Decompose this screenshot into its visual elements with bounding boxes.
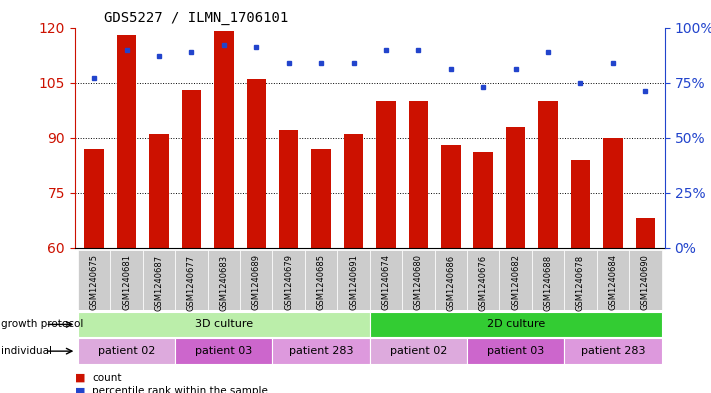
Text: GSM1240684: GSM1240684 (609, 254, 617, 310)
Text: patient 03: patient 03 (196, 346, 252, 356)
Text: GSM1240675: GSM1240675 (90, 254, 99, 310)
Text: GSM1240685: GSM1240685 (316, 254, 326, 310)
Text: GSM1240676: GSM1240676 (479, 254, 488, 310)
Bar (376, 101, 395, 248)
Bar (149, 134, 169, 248)
Bar (409, 101, 428, 248)
Text: GDS5227 / ILMN_1706101: GDS5227 / ILMN_1706101 (105, 11, 289, 25)
Bar (279, 130, 299, 248)
Bar (597, 250, 629, 310)
Bar (272, 250, 305, 310)
Bar (143, 250, 175, 310)
Text: GSM1240691: GSM1240691 (349, 254, 358, 310)
Bar (506, 127, 525, 248)
Bar (565, 250, 597, 310)
Text: ■: ■ (75, 373, 85, 383)
Bar (636, 218, 655, 248)
Bar (441, 145, 461, 248)
Bar (175, 250, 208, 310)
Text: GSM1240677: GSM1240677 (187, 254, 196, 310)
Text: 2D culture: 2D culture (486, 320, 545, 329)
Text: ■: ■ (75, 386, 85, 393)
Text: GSM1240688: GSM1240688 (543, 254, 552, 310)
Text: percentile rank within the sample: percentile rank within the sample (92, 386, 268, 393)
Text: GSM1240680: GSM1240680 (414, 254, 423, 310)
Text: GSM1240681: GSM1240681 (122, 254, 131, 310)
Text: GSM1240683: GSM1240683 (219, 254, 228, 310)
Text: patient 283: patient 283 (581, 346, 645, 356)
Text: individual: individual (1, 346, 53, 356)
Bar (565, 338, 661, 364)
Bar (337, 250, 370, 310)
Bar (78, 338, 175, 364)
Bar (208, 250, 240, 310)
Text: patient 02: patient 02 (98, 346, 155, 356)
Bar (181, 90, 201, 248)
Bar (629, 250, 661, 310)
Bar (532, 250, 565, 310)
Text: patient 283: patient 283 (289, 346, 353, 356)
Bar (78, 312, 370, 337)
Bar (247, 79, 266, 248)
Bar (175, 338, 272, 364)
Bar (214, 31, 233, 248)
Text: GSM1240674: GSM1240674 (381, 254, 390, 310)
Bar (603, 138, 623, 248)
Text: GSM1240687: GSM1240687 (154, 254, 164, 310)
Bar (240, 250, 272, 310)
Bar (402, 250, 434, 310)
Bar (78, 250, 110, 310)
Bar (434, 250, 467, 310)
Bar (467, 338, 565, 364)
Bar (538, 101, 558, 248)
Text: count: count (92, 373, 122, 383)
Text: patient 02: patient 02 (390, 346, 447, 356)
Text: GSM1240682: GSM1240682 (511, 254, 520, 310)
Text: 3D culture: 3D culture (195, 320, 253, 329)
Text: GSM1240678: GSM1240678 (576, 254, 585, 310)
Bar (110, 250, 143, 310)
Bar (344, 134, 363, 248)
Bar (85, 149, 104, 248)
Text: GSM1240686: GSM1240686 (447, 254, 455, 310)
Text: GSM1240690: GSM1240690 (641, 254, 650, 310)
Text: GSM1240679: GSM1240679 (284, 254, 293, 310)
Text: patient 03: patient 03 (487, 346, 544, 356)
Bar (272, 338, 370, 364)
Bar (305, 250, 337, 310)
Bar (571, 160, 590, 248)
Bar (370, 338, 467, 364)
Text: growth protocol: growth protocol (1, 320, 84, 329)
Bar (311, 149, 331, 248)
Bar (467, 250, 499, 310)
Text: GSM1240689: GSM1240689 (252, 254, 261, 310)
Bar (117, 35, 137, 248)
Bar (499, 250, 532, 310)
Bar (370, 250, 402, 310)
Bar (474, 152, 493, 248)
Bar (370, 312, 661, 337)
